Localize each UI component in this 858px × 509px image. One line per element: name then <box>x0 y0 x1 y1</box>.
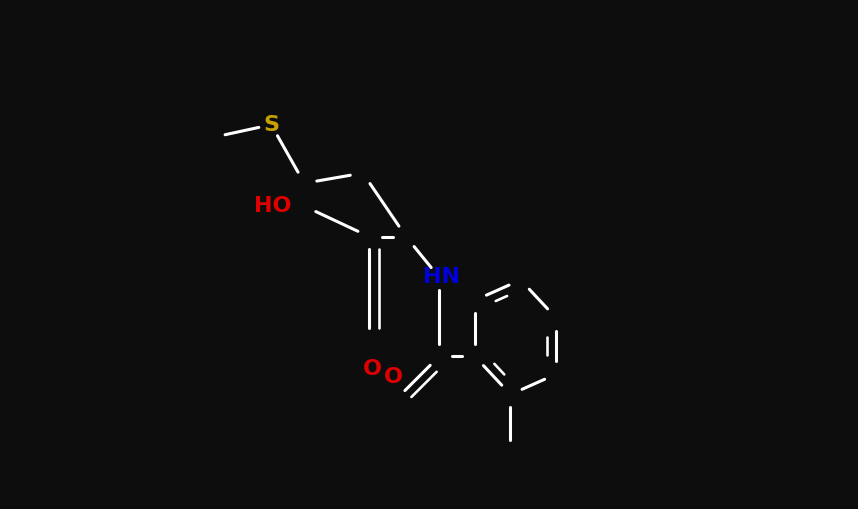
Text: O: O <box>384 366 403 387</box>
Text: HN: HN <box>423 267 460 288</box>
Text: HO: HO <box>254 196 292 216</box>
Text: O: O <box>362 359 382 379</box>
Text: S: S <box>263 115 279 135</box>
